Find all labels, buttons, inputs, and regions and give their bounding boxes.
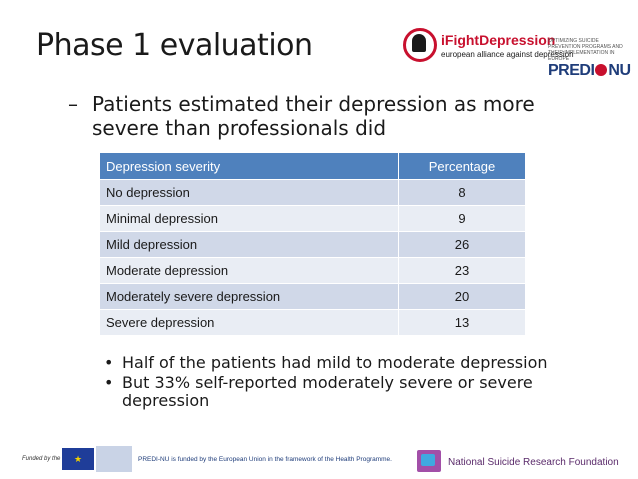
eu-flag-icon: ★ bbox=[62, 448, 94, 470]
bullet-dot: • bbox=[104, 373, 114, 392]
table-row: Mild depression 26 bbox=[99, 231, 527, 258]
table-header-row: Depression severity Percentage bbox=[99, 152, 527, 180]
footer-bar: Funded by the ★ PREDI-NU is funded by th… bbox=[0, 440, 638, 479]
severity-cell: Moderately severe depression bbox=[99, 283, 399, 310]
ifightdepression-logo: iFightDepression european alliance again… bbox=[403, 26, 574, 66]
predi-nu-wordmark: PREDI NU bbox=[548, 62, 632, 80]
table-row: Minimal depression 9 bbox=[99, 205, 527, 232]
list-item: • Half of the patients had mild to moder… bbox=[104, 354, 574, 372]
sub-bullet-text: But 33% self-reported moderately severe … bbox=[122, 373, 533, 410]
header-percentage: Percentage bbox=[397, 152, 527, 180]
percentage-cell: 23 bbox=[397, 257, 527, 284]
ifight-emblem-icon bbox=[403, 28, 437, 62]
nu-text: NU bbox=[608, 62, 631, 79]
nsrf-name: National Suicide Research Foundation bbox=[448, 457, 619, 468]
bullet-dot: • bbox=[104, 353, 114, 372]
severity-cell: Severe depression bbox=[99, 309, 399, 336]
table-row: No depression 8 bbox=[99, 179, 527, 206]
ifight-brand-text: iFightDepression bbox=[441, 32, 556, 48]
predi-text: PREDI bbox=[548, 62, 595, 79]
percentage-cell: 20 bbox=[397, 283, 527, 310]
percentage-cell: 9 bbox=[397, 205, 527, 232]
funded-by-text: Funded by the bbox=[22, 456, 61, 462]
european-commission-logo bbox=[96, 446, 132, 472]
severity-table: Depression severity Percentage No depres… bbox=[99, 152, 527, 336]
sub-bullet-text: Half of the patients had mild to moderat… bbox=[122, 353, 548, 372]
severity-cell: Mild depression bbox=[99, 231, 399, 258]
severity-cell: Minimal depression bbox=[99, 205, 399, 232]
funding-statement: PREDI-NU is funded by the European Union… bbox=[138, 456, 392, 463]
predi-nu-logo: OPTIMIZING SUICIDE PREVENTION PROGRAMS A… bbox=[548, 38, 632, 79]
percentage-cell: 8 bbox=[397, 179, 527, 206]
predi-nu-small-text: OPTIMIZING SUICIDE PREVENTION PROGRAMS A… bbox=[548, 38, 623, 62]
slide-title: Phase 1 evaluation bbox=[36, 28, 313, 63]
table-row: Moderately severe depression 20 bbox=[99, 283, 527, 310]
severity-cell: No depression bbox=[99, 179, 399, 206]
percentage-cell: 13 bbox=[397, 309, 527, 336]
person-figure-icon bbox=[412, 34, 426, 52]
nsrf-logo-icon bbox=[417, 450, 441, 472]
header-severity: Depression severity bbox=[99, 152, 399, 180]
sub-bullet-list: • Half of the patients had mild to moder… bbox=[104, 354, 574, 412]
list-item: • But 33% self-reported moderately sever… bbox=[104, 374, 574, 410]
main-bullet-text: Patients estimated their depression as m… bbox=[92, 92, 535, 140]
percentage-cell: 26 bbox=[397, 231, 527, 258]
red-dot-icon bbox=[595, 64, 608, 76]
severity-cell: Moderate depression bbox=[99, 257, 399, 284]
table-row: Severe depression 13 bbox=[99, 309, 527, 336]
ifight-tagline: european alliance against depression bbox=[441, 50, 574, 59]
bullet-dash: – bbox=[68, 92, 78, 116]
table-row: Moderate depression 23 bbox=[99, 257, 527, 284]
